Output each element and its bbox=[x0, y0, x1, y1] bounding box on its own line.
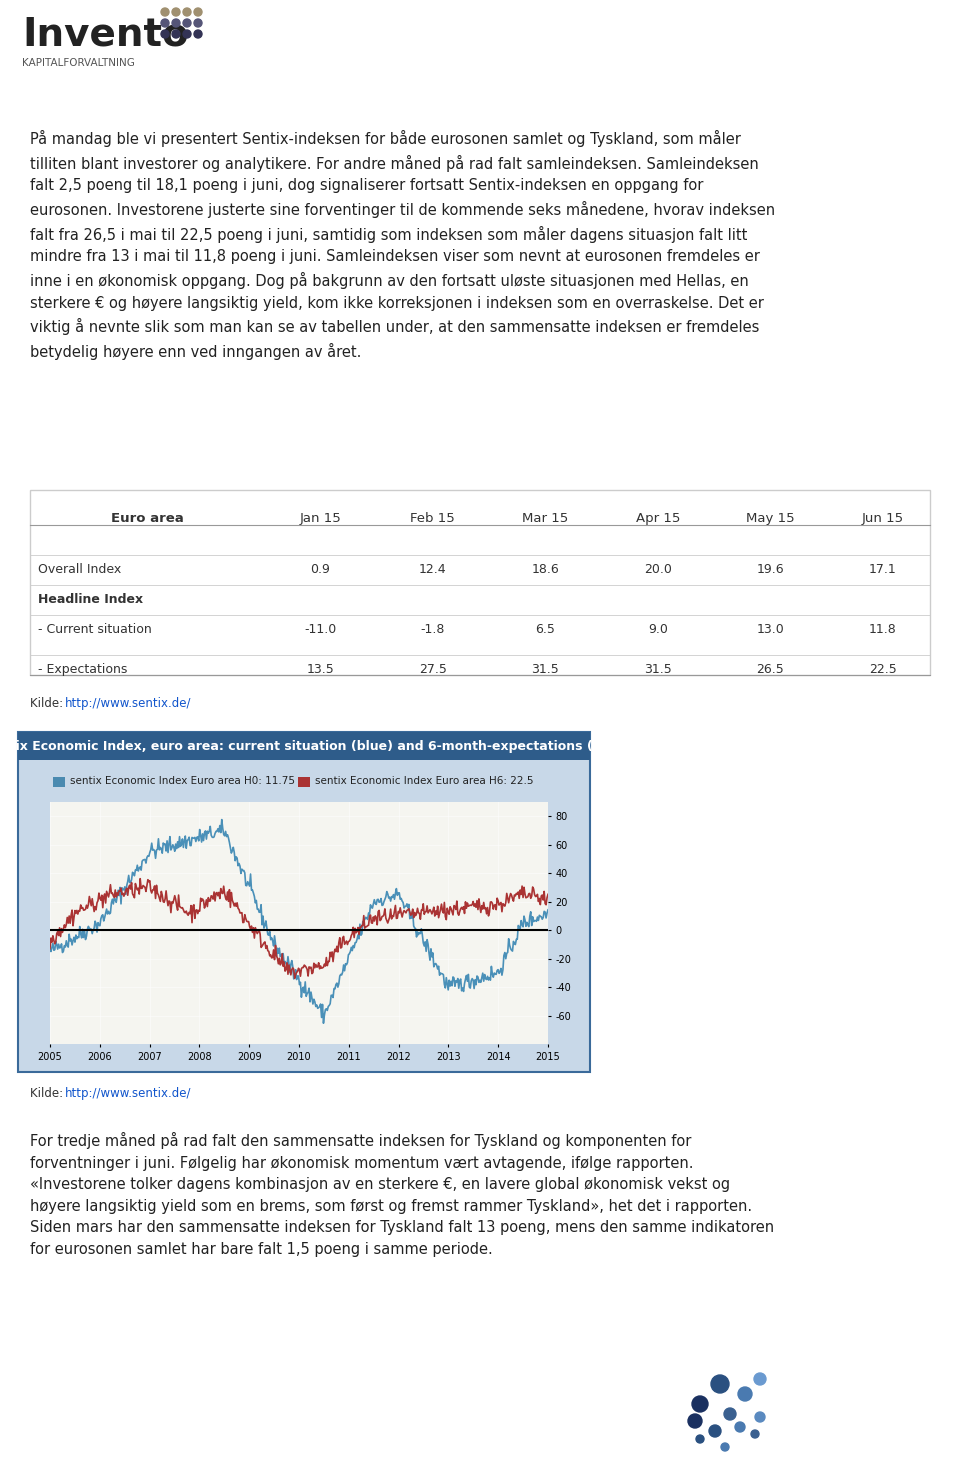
Text: 13.5: 13.5 bbox=[306, 663, 334, 676]
Text: Kilde:: Kilde: bbox=[30, 1087, 67, 1100]
Text: sentix Economic Index, euro area: current situation (blue) and 6-month-expectati: sentix Economic Index, euro area: curren… bbox=[0, 739, 623, 752]
FancyBboxPatch shape bbox=[30, 491, 930, 674]
Circle shape bbox=[172, 7, 180, 16]
Text: 6.5: 6.5 bbox=[536, 623, 555, 636]
Circle shape bbox=[172, 29, 180, 38]
Text: 12.4: 12.4 bbox=[419, 563, 446, 576]
Circle shape bbox=[692, 1396, 708, 1412]
Text: (c) sentix GmbH: (c) sentix GmbH bbox=[63, 823, 148, 831]
FancyBboxPatch shape bbox=[298, 777, 310, 787]
FancyBboxPatch shape bbox=[18, 732, 590, 759]
Text: Mar 15: Mar 15 bbox=[522, 513, 568, 524]
Text: Kilde:: Kilde: bbox=[30, 696, 67, 710]
Text: 18.6: 18.6 bbox=[532, 563, 559, 576]
Text: 13.0: 13.0 bbox=[756, 623, 784, 636]
Text: 31.5: 31.5 bbox=[644, 663, 672, 676]
Circle shape bbox=[696, 1435, 704, 1443]
Circle shape bbox=[194, 19, 202, 26]
Text: 17.1: 17.1 bbox=[869, 563, 897, 576]
Text: 26.5: 26.5 bbox=[756, 663, 784, 676]
Text: Jun 15: Jun 15 bbox=[862, 513, 903, 524]
Text: 0.9: 0.9 bbox=[310, 563, 330, 576]
Text: 20.0: 20.0 bbox=[644, 563, 672, 576]
Text: http://www.sentix.de/: http://www.sentix.de/ bbox=[65, 696, 191, 710]
Text: -11.0: -11.0 bbox=[304, 623, 336, 636]
Text: 11.8: 11.8 bbox=[869, 623, 897, 636]
Circle shape bbox=[688, 1415, 702, 1428]
Circle shape bbox=[738, 1387, 752, 1401]
Text: - Current situation: - Current situation bbox=[38, 623, 152, 636]
Text: Apr 15: Apr 15 bbox=[636, 513, 680, 524]
Text: sentix Economic Index Euro area H6: 22.5: sentix Economic Index Euro area H6: 22.5 bbox=[315, 776, 534, 786]
Text: - Expectations: - Expectations bbox=[38, 663, 128, 676]
Text: 9.0: 9.0 bbox=[648, 623, 668, 636]
Text: Jan 15: Jan 15 bbox=[300, 513, 341, 524]
Circle shape bbox=[172, 19, 180, 26]
Text: For tredje måned på rad falt den sammensatte indeksen for Tyskland og komponente: For tredje måned på rad falt den sammens… bbox=[30, 1133, 774, 1257]
Circle shape bbox=[735, 1422, 745, 1432]
Circle shape bbox=[711, 1375, 729, 1393]
Circle shape bbox=[721, 1443, 729, 1451]
Text: Invento: Invento bbox=[22, 15, 188, 53]
Text: På mandag ble vi presentert Sentix-indeksen for både eurosonen samlet og Tysklan: På mandag ble vi presentert Sentix-indek… bbox=[30, 129, 775, 360]
Circle shape bbox=[755, 1412, 765, 1422]
Circle shape bbox=[194, 29, 202, 38]
Circle shape bbox=[194, 7, 202, 16]
Circle shape bbox=[709, 1425, 721, 1437]
Text: 19.6: 19.6 bbox=[756, 563, 784, 576]
Circle shape bbox=[161, 7, 169, 16]
Circle shape bbox=[751, 1429, 759, 1438]
Text: 27.5: 27.5 bbox=[419, 663, 446, 676]
Circle shape bbox=[183, 7, 191, 16]
Text: http://www.sentix.de/: http://www.sentix.de/ bbox=[65, 1087, 191, 1100]
Text: Headline Index: Headline Index bbox=[38, 593, 143, 607]
Circle shape bbox=[161, 19, 169, 26]
Text: KAPITALFORVALTNING: KAPITALFORVALTNING bbox=[22, 57, 134, 68]
FancyBboxPatch shape bbox=[53, 777, 65, 787]
Circle shape bbox=[724, 1407, 736, 1421]
Circle shape bbox=[161, 29, 169, 38]
Text: 31.5: 31.5 bbox=[532, 663, 559, 676]
Circle shape bbox=[754, 1374, 766, 1385]
Text: May 15: May 15 bbox=[746, 513, 795, 524]
Text: Feb 15: Feb 15 bbox=[410, 513, 455, 524]
Text: 22.5: 22.5 bbox=[869, 663, 897, 676]
Text: Euro area: Euro area bbox=[110, 513, 183, 524]
FancyBboxPatch shape bbox=[18, 732, 590, 1072]
Text: -1.8: -1.8 bbox=[420, 623, 444, 636]
Circle shape bbox=[183, 19, 191, 26]
Text: sentix Economic Index Euro area H0: 11.75: sentix Economic Index Euro area H0: 11.7… bbox=[70, 776, 295, 786]
Text: Overall Index: Overall Index bbox=[38, 563, 121, 576]
Circle shape bbox=[183, 29, 191, 38]
